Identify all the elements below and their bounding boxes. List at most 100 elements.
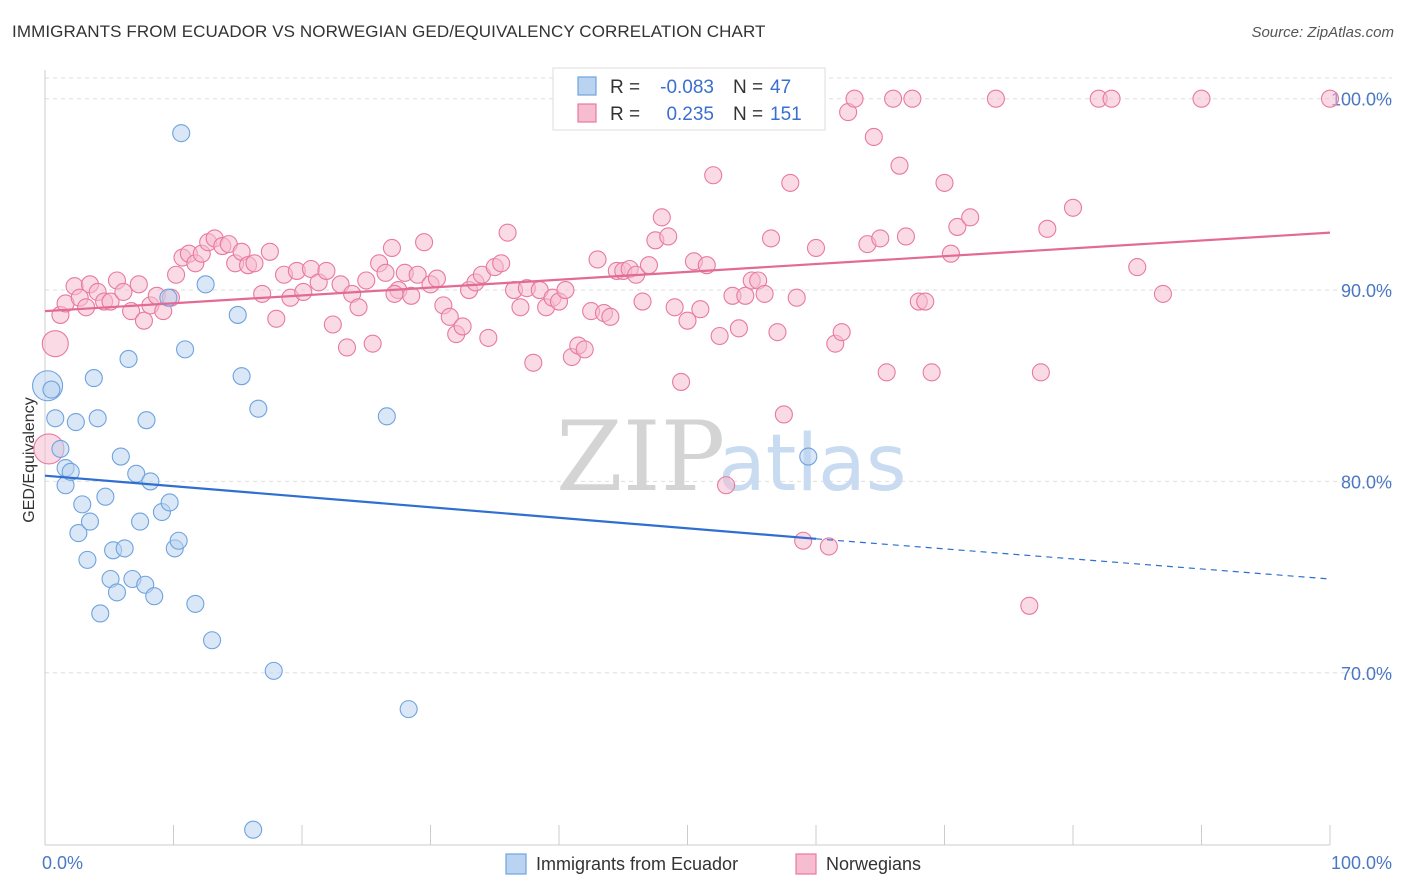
stats-n-value-1: 151 xyxy=(770,104,802,125)
ecuador-trendline xyxy=(44,474,817,540)
norwegian-point-115 xyxy=(787,288,806,307)
norwegian-point-56 xyxy=(408,265,427,284)
ecuador-point-11 xyxy=(80,512,100,531)
norwegian-point-146 xyxy=(1153,284,1172,303)
norwegian-point-136 xyxy=(941,244,960,263)
norwegian-point-33 xyxy=(253,284,272,303)
norwegian-point-102 xyxy=(704,166,723,185)
norwegian-point-95 xyxy=(659,227,678,246)
norwegian-point-138 xyxy=(961,208,980,227)
norwegian-point-114 xyxy=(781,173,800,192)
norwegian-point-110 xyxy=(755,284,774,303)
ecuador-point-30 xyxy=(160,493,179,512)
chart-source: Source: ZipAtlas.com xyxy=(1251,24,1394,41)
norwegian-point-35 xyxy=(267,309,286,328)
norwegian-point-129 xyxy=(890,156,909,175)
norwegian-point-112 xyxy=(768,323,787,342)
stats-r-label-1: R = xyxy=(610,104,640,125)
stats-r-label-0: R = xyxy=(610,77,640,98)
norwegian-point-57 xyxy=(415,233,434,252)
ecuador-point-13 xyxy=(88,409,107,428)
norwegian-point-15 xyxy=(134,311,153,330)
norwegian-point-149 xyxy=(1020,596,1039,615)
x-tick-labels: 0.0% 100.0% xyxy=(42,853,1392,873)
ecuador-point-44 xyxy=(399,700,418,719)
norwegian-point-47 xyxy=(349,298,368,317)
ecuador-point-10 xyxy=(78,550,97,569)
stats-swatch-ecuador xyxy=(577,76,597,96)
norwegian-point-147 xyxy=(1192,89,1211,108)
y-tick-label-1: 80.0% xyxy=(1341,472,1392,492)
norwegian-point-150 xyxy=(385,284,404,303)
norwegian-point-97 xyxy=(672,372,691,391)
norwegian-point-145 xyxy=(1128,258,1147,277)
norwegian-point-59 xyxy=(427,269,446,288)
stats-n-label-0: N = xyxy=(733,77,763,98)
ecuador-point-40 xyxy=(244,820,263,839)
ecuador-point-14 xyxy=(91,604,110,623)
ecuador-point-1 xyxy=(42,380,61,399)
ecuador-point-45 xyxy=(799,447,818,466)
ecuador-point-12 xyxy=(84,369,103,388)
norwegian-point-125 xyxy=(864,127,883,147)
ecuador-point-3 xyxy=(51,439,70,458)
norwegian-point-98 xyxy=(678,311,697,330)
norwegian-point-148 xyxy=(1320,89,1340,108)
ecuador-point-33 xyxy=(172,124,191,143)
legend-swatch-norwegians xyxy=(795,853,817,875)
norwegian-point-121 xyxy=(832,323,851,342)
norwegian-point-43 xyxy=(323,315,342,334)
ecuador-point-8 xyxy=(69,524,88,543)
norwegian-point-20 xyxy=(167,265,186,284)
norwegian-point-67 xyxy=(479,328,498,347)
ecuador-points xyxy=(32,124,818,839)
norwegian-point-94 xyxy=(652,208,671,227)
norwegian-point-142 xyxy=(1063,198,1083,217)
norwegian-point-72 xyxy=(511,298,530,317)
norwegian-point-144 xyxy=(1102,89,1121,108)
legend-label-norwegians: Norwegians xyxy=(826,854,921,874)
norwegian-point-133 xyxy=(916,292,935,311)
norwegian-point-51 xyxy=(376,263,395,282)
norwegian-point-116 xyxy=(794,531,813,550)
ecuador-point-24 xyxy=(131,512,150,531)
y-tick-label-0: 70.0% xyxy=(1341,664,1392,684)
ecuador-point-2 xyxy=(46,409,65,428)
norwegian-point-134 xyxy=(922,363,941,382)
ecuador-point-19 xyxy=(111,447,130,466)
norwegian-point-74 xyxy=(524,353,543,372)
ecuador-point-18 xyxy=(107,583,127,602)
y-tick-labels: 70.0% 80.0% 90.0% 100.0% xyxy=(1331,90,1392,684)
stats-r-value-0: -0.083 xyxy=(660,77,714,98)
y-axis-label: GED/Equivalency xyxy=(21,397,38,522)
x-tick-label-0: 0.0% xyxy=(42,853,83,873)
norwegian-point-92 xyxy=(639,256,659,275)
norwegian-point-70 xyxy=(498,223,517,242)
norwegian-point-61 xyxy=(440,307,459,326)
stats-box: R = -0.083 N = 47 R = 0.235 N = 151 xyxy=(552,67,826,131)
norwegian-point-137 xyxy=(948,217,967,236)
norwegian-point-113 xyxy=(774,405,793,424)
ecuador-point-6 xyxy=(61,462,80,481)
ecuador-point-21 xyxy=(119,349,138,369)
norwegian-point-32 xyxy=(245,254,264,273)
norwegian-point-139 xyxy=(986,89,1005,108)
norwegian-point-111 xyxy=(761,229,781,248)
x-tick-label-1: 100.0% xyxy=(1331,853,1392,873)
legend: Immigrants from Ecuador Norwegians xyxy=(505,853,921,875)
norwegian-point-45 xyxy=(337,338,357,357)
ecuador-point-9 xyxy=(73,495,92,514)
norwegian-point-49 xyxy=(363,334,382,353)
ecuador-point-37 xyxy=(203,631,222,650)
ecuador-point-36 xyxy=(196,275,215,294)
norwegian-point-126 xyxy=(871,229,890,248)
ecuador-point-34 xyxy=(176,340,195,359)
ecuador-trendline-extension xyxy=(815,538,1331,580)
norwegian-point-12 xyxy=(114,282,133,302)
legend-swatch-ecuador xyxy=(505,853,527,875)
norwegians-points xyxy=(33,89,1340,615)
ecuador-point-27 xyxy=(141,472,160,491)
ecuador-point-46 xyxy=(159,288,178,307)
ecuador-point-28 xyxy=(145,587,164,606)
